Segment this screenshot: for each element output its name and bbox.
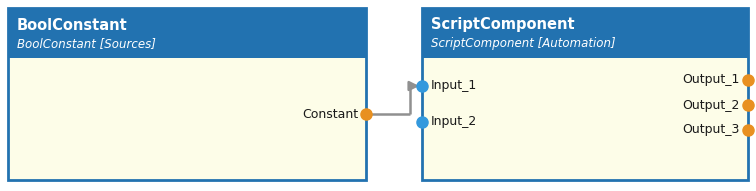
FancyBboxPatch shape (422, 8, 748, 58)
Text: Input_2: Input_2 (431, 116, 477, 129)
FancyBboxPatch shape (422, 58, 748, 180)
Text: BoolConstant [Sources]: BoolConstant [Sources] (17, 37, 156, 50)
Text: BoolConstant: BoolConstant (17, 18, 128, 32)
Text: Constant: Constant (302, 108, 358, 121)
Text: Output_1: Output_1 (683, 74, 740, 87)
Text: Output_2: Output_2 (683, 99, 740, 112)
Text: Output_3: Output_3 (683, 124, 740, 137)
Text: ScriptComponent: ScriptComponent (431, 18, 575, 32)
FancyBboxPatch shape (8, 58, 366, 180)
Text: ScriptComponent [Automation]: ScriptComponent [Automation] (431, 37, 615, 50)
Text: Input_1: Input_1 (431, 79, 477, 92)
FancyBboxPatch shape (8, 8, 366, 58)
